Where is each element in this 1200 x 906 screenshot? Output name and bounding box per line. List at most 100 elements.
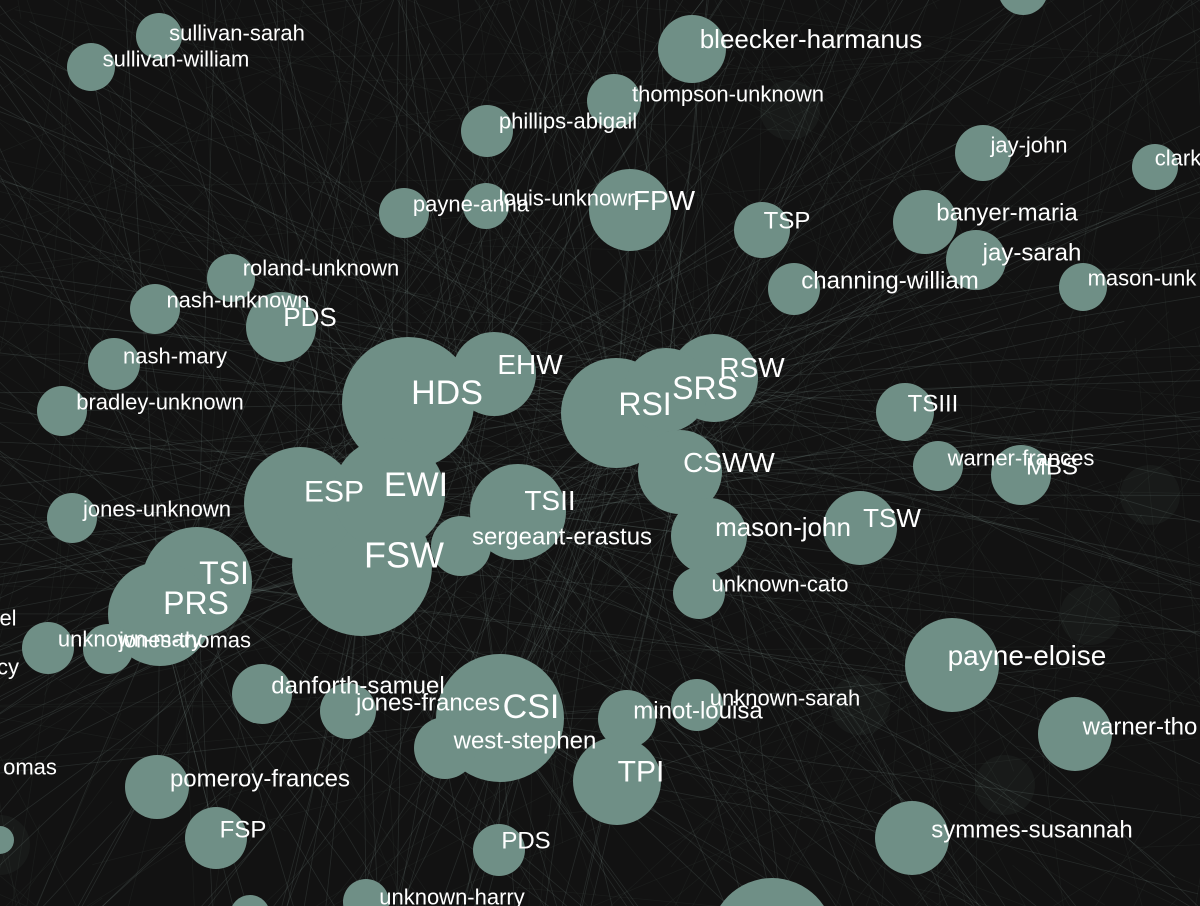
node-TPI[interactable] xyxy=(573,737,661,825)
node-sullivan-william[interactable] xyxy=(67,43,115,91)
node-channing-william[interactable] xyxy=(768,263,820,315)
background-edge xyxy=(1000,430,1200,612)
node-label-FSW: FSW xyxy=(364,535,444,576)
node-CSWW[interactable] xyxy=(638,430,722,514)
node-label-jones-unknown: jones-unknown xyxy=(82,497,231,522)
node-jay-sarah[interactable] xyxy=(946,230,1006,290)
background-edge xyxy=(1107,603,1200,619)
graph-edge xyxy=(0,613,161,701)
node-FPW[interactable] xyxy=(589,169,671,251)
background-edge xyxy=(330,54,1131,83)
node-PDS-lower[interactable] xyxy=(473,824,525,876)
background-edge xyxy=(886,0,930,269)
graph-edge xyxy=(713,0,930,379)
node-nash-mary[interactable] xyxy=(88,338,140,390)
node-MBS[interactable] xyxy=(991,445,1051,505)
graph-edge xyxy=(0,441,681,473)
graph-edge xyxy=(499,717,639,906)
node-sergeant-erastus[interactable] xyxy=(431,516,491,576)
graph-edge xyxy=(351,0,495,375)
background-edge xyxy=(670,478,964,868)
background-edge xyxy=(0,81,242,352)
node-PDS-upper[interactable] xyxy=(246,292,316,362)
graph-edge xyxy=(493,373,837,906)
node-phillips-abigail[interactable] xyxy=(461,105,513,157)
graph-node-offscreen[interactable] xyxy=(0,826,14,854)
node-jones-frances[interactable] xyxy=(320,683,376,739)
node-symmes-susannah[interactable] xyxy=(875,801,949,875)
graph-edge xyxy=(0,450,198,583)
background-edge xyxy=(302,0,347,346)
background-edge xyxy=(1047,0,1102,795)
node-TSW[interactable] xyxy=(823,491,897,565)
node-EHW[interactable] xyxy=(452,332,536,416)
background-edge xyxy=(866,0,962,348)
background-edge xyxy=(1032,676,1064,906)
background-edge xyxy=(247,636,438,906)
node-EWI[interactable] xyxy=(333,438,445,550)
node-ESP[interactable] xyxy=(244,447,356,559)
background-edge xyxy=(466,590,846,722)
background-edge xyxy=(26,824,40,906)
node-label-edge-omas: omas xyxy=(3,755,57,780)
background-edge xyxy=(1134,338,1182,820)
node-danforth-samuel[interactable] xyxy=(232,664,292,724)
background-edge xyxy=(907,69,1200,364)
graph-edge xyxy=(615,412,745,906)
node-warner-thomas[interactable] xyxy=(1038,697,1112,771)
node-mason-john[interactable] xyxy=(671,498,747,574)
graph-edge xyxy=(463,389,667,906)
node-TSIII[interactable] xyxy=(876,383,934,441)
node-minot-louisa[interactable] xyxy=(598,690,656,748)
node-thompson-unknown[interactable] xyxy=(587,74,641,128)
node-payne-eloise[interactable] xyxy=(905,618,999,712)
node-pomeroy-frances[interactable] xyxy=(125,755,189,819)
node-label-nash-mary: nash-mary xyxy=(123,344,227,369)
node-jay-john[interactable] xyxy=(955,125,1011,181)
background-edge xyxy=(474,0,621,198)
node-TSII[interactable] xyxy=(470,464,566,560)
node-label-banyer-maria: banyer-maria xyxy=(936,199,1078,226)
graph-edge xyxy=(0,493,390,866)
graph-edge xyxy=(665,389,1077,906)
node-unknown-cato[interactable] xyxy=(673,567,725,619)
graph-edge xyxy=(299,502,730,906)
node-HDS[interactable] xyxy=(342,337,474,469)
node-FSP[interactable] xyxy=(185,807,247,869)
node-banyer-maria[interactable] xyxy=(893,190,957,254)
node-unknown-mary[interactable] xyxy=(22,622,74,674)
node-label-unknown-harry: unknown-harry xyxy=(379,885,525,906)
node-jones-thomas[interactable] xyxy=(83,624,133,674)
graph-edge xyxy=(196,581,213,906)
node-clark[interactable] xyxy=(1132,144,1178,190)
node-sullivan-sarah[interactable] xyxy=(136,13,182,59)
node-west-stephen[interactable] xyxy=(414,717,476,779)
node-jones-unknown[interactable] xyxy=(47,493,97,543)
node-mason-unknown[interactable] xyxy=(1059,263,1107,311)
node-warner-frances[interactable] xyxy=(913,441,963,491)
background-edge xyxy=(537,0,918,461)
node-louis-unknown[interactable] xyxy=(463,183,509,229)
background-edge xyxy=(0,124,185,274)
node-unknown-harry[interactable] xyxy=(343,879,389,906)
graph-edge xyxy=(0,493,390,526)
node-PRS[interactable] xyxy=(108,562,212,666)
graph-node-offscreen[interactable] xyxy=(998,0,1048,15)
node-payne-anna[interactable] xyxy=(379,188,429,238)
node-roland-unknown[interactable] xyxy=(207,254,255,302)
node-nash-unknown[interactable] xyxy=(130,284,180,334)
node-unknown-sarah[interactable] xyxy=(671,679,723,731)
node-SRS[interactable] xyxy=(624,348,708,432)
graph-node-offscreen[interactable] xyxy=(230,895,270,906)
node-bleecker-harmanus[interactable] xyxy=(658,15,726,83)
graph-edge xyxy=(0,565,363,740)
node-TSP[interactable] xyxy=(734,202,790,258)
background-hub xyxy=(975,755,1035,815)
background-edge xyxy=(474,0,526,83)
node-bradley-unknown[interactable] xyxy=(37,386,87,436)
background-edge xyxy=(201,0,225,456)
background-edge xyxy=(752,51,1185,706)
graph-node-offscreen[interactable] xyxy=(710,878,834,906)
